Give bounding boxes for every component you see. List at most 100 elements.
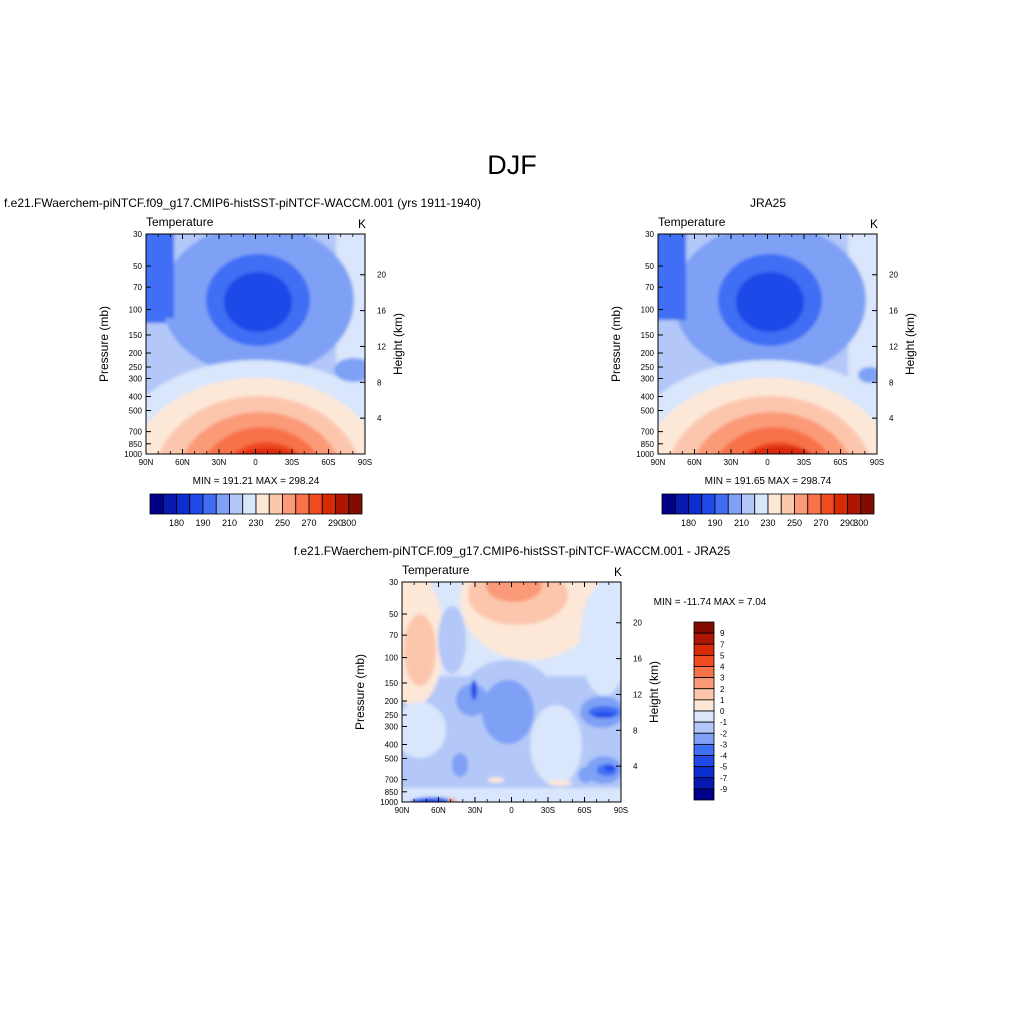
colorbar-label: 270 <box>813 518 828 528</box>
x-tick-label: 90N <box>651 458 666 467</box>
panel-1-y-axis-label: Pressure (mb) <box>97 306 111 382</box>
colorbar-swatch <box>162 493 177 515</box>
colorbar-label: 5 <box>720 651 725 660</box>
colorbar-swatch <box>242 493 257 515</box>
colorbar-swatch <box>693 743 715 756</box>
x-tick-label: 60S <box>833 458 847 467</box>
panel-1-units-label: K <box>358 217 366 231</box>
colorbar-swatch <box>693 699 715 712</box>
colorbar-label: 300 <box>853 518 868 528</box>
colorbar-label: 180 <box>169 518 184 528</box>
colorbar-label: 300 <box>341 518 356 528</box>
colorbar-swatch <box>693 643 715 656</box>
y-tick-label: 850 <box>641 440 655 449</box>
y-tick-label: 850 <box>129 440 143 449</box>
y-tick-label: 70 <box>133 283 142 292</box>
panel-2-stats: MIN = 191.65 MAX = 298.74 <box>705 476 832 487</box>
x-tick-label: 90S <box>358 458 372 467</box>
y-tick-label: 500 <box>129 407 143 416</box>
y-tick-label: 500 <box>641 407 655 416</box>
panel-3-title: f.e21.FWaerchem-piNTCF.f09_g17.CMIP6-his… <box>294 544 731 558</box>
height-tick-label: 20 <box>633 619 642 628</box>
colorbar-label: 290 <box>840 518 855 528</box>
colorbar-swatch <box>149 493 164 515</box>
height-tick-label: 12 <box>889 342 898 351</box>
panel-1-height-axis-label: Height (km) <box>391 313 405 375</box>
panel-2-title: JRA25 <box>750 196 786 210</box>
panel-3-stats: MIN = -11.74 MAX = 7.04 <box>654 597 767 608</box>
y-tick-label: 50 <box>133 262 142 271</box>
y-tick-label: 200 <box>129 349 143 358</box>
x-tick-label: 60N <box>175 458 190 467</box>
y-tick-label: 50 <box>645 262 654 271</box>
colorbar-swatch <box>282 493 297 515</box>
panel-2-contour-field <box>658 234 877 454</box>
colorbar-swatch <box>693 677 715 690</box>
colorbar-swatch <box>661 493 676 515</box>
colorbar-label: 270 <box>301 518 316 528</box>
page-title: DJF <box>487 150 537 180</box>
x-tick-label: 90N <box>139 458 154 467</box>
colorbar-swatch <box>335 493 350 515</box>
colorbar-swatch <box>693 755 715 768</box>
height-tick-label: 4 <box>377 414 382 423</box>
colorbar-label: 7 <box>720 640 725 649</box>
y-tick-label: 300 <box>641 374 655 383</box>
y-tick-label: 250 <box>641 363 655 372</box>
x-tick-label: 0 <box>765 458 770 467</box>
colorbar-swatch <box>693 732 715 745</box>
colorbar-label: 190 <box>195 518 210 528</box>
panel-1-contour-field <box>146 234 365 454</box>
colorbar-label: 290 <box>328 518 343 528</box>
panel-3-axes: 90N 60N 30N 0 30S 60S 90S 30 50 70 100 150 200 250 300… <box>380 578 642 815</box>
panel-3-variable-label: Temperature <box>402 563 470 577</box>
height-tick-label: 8 <box>889 378 894 387</box>
colorbar-swatch <box>189 493 204 515</box>
x-tick-label: 60S <box>321 458 335 467</box>
y-tick-label: 100 <box>641 306 655 315</box>
height-tick-label: 20 <box>889 271 898 280</box>
x-tick-label: 0 <box>253 458 258 467</box>
colorbar-swatch <box>847 493 862 515</box>
colorbar-label: 250 <box>275 518 290 528</box>
height-tick-label: 12 <box>377 342 386 351</box>
panel-2-axes: 90N 60N 30N 0 30S 60S 90S 30 50 70 100 150 200 250 300… <box>636 230 898 467</box>
y-tick-label: 100 <box>385 654 399 663</box>
colorbar-swatch <box>820 493 835 515</box>
colorbar-swatch <box>727 493 742 515</box>
x-tick-label: 90S <box>614 806 628 815</box>
y-tick-label: 1000 <box>380 798 398 807</box>
colorbar-swatch <box>321 493 336 515</box>
x-tick-label: 30N <box>468 806 483 815</box>
colorbar-swatch <box>693 766 715 779</box>
colorbar-swatch <box>714 493 729 515</box>
panel-2-y-axis-label: Pressure (mb) <box>609 306 623 382</box>
colorbar-label: 2 <box>720 685 725 694</box>
colorbar-swatch <box>780 493 795 515</box>
panel-3-contour-field <box>402 582 621 802</box>
x-tick-label: 0 <box>509 806 514 815</box>
y-tick-label: 850 <box>385 788 399 797</box>
y-tick-label: 400 <box>385 741 399 750</box>
panel-3-height-axis-label: Height (km) <box>647 661 661 723</box>
colorbar-swatch <box>767 493 782 515</box>
y-tick-label: 70 <box>645 283 654 292</box>
y-tick-label: 1000 <box>636 450 654 459</box>
colorbar-swatch <box>701 493 716 515</box>
colorbar-swatch <box>308 493 323 515</box>
colorbar-swatch <box>693 666 715 679</box>
y-tick-label: 700 <box>385 776 399 785</box>
colorbar-label: 210 <box>222 518 237 528</box>
y-tick-label: 500 <box>385 755 399 764</box>
colorbar-swatch <box>860 493 875 515</box>
y-tick-label: 200 <box>385 697 399 706</box>
x-tick-label: 30N <box>212 458 227 467</box>
colorbar-swatch <box>807 493 822 515</box>
panel-1-title: f.e21.FWaerchem-piNTCF.f09_g17.CMIP6-his… <box>4 196 481 210</box>
y-tick-label: 100 <box>129 306 143 315</box>
colorbar-swatch <box>176 493 191 515</box>
colorbar-swatch <box>693 632 715 645</box>
colorbar-swatch <box>693 777 715 790</box>
